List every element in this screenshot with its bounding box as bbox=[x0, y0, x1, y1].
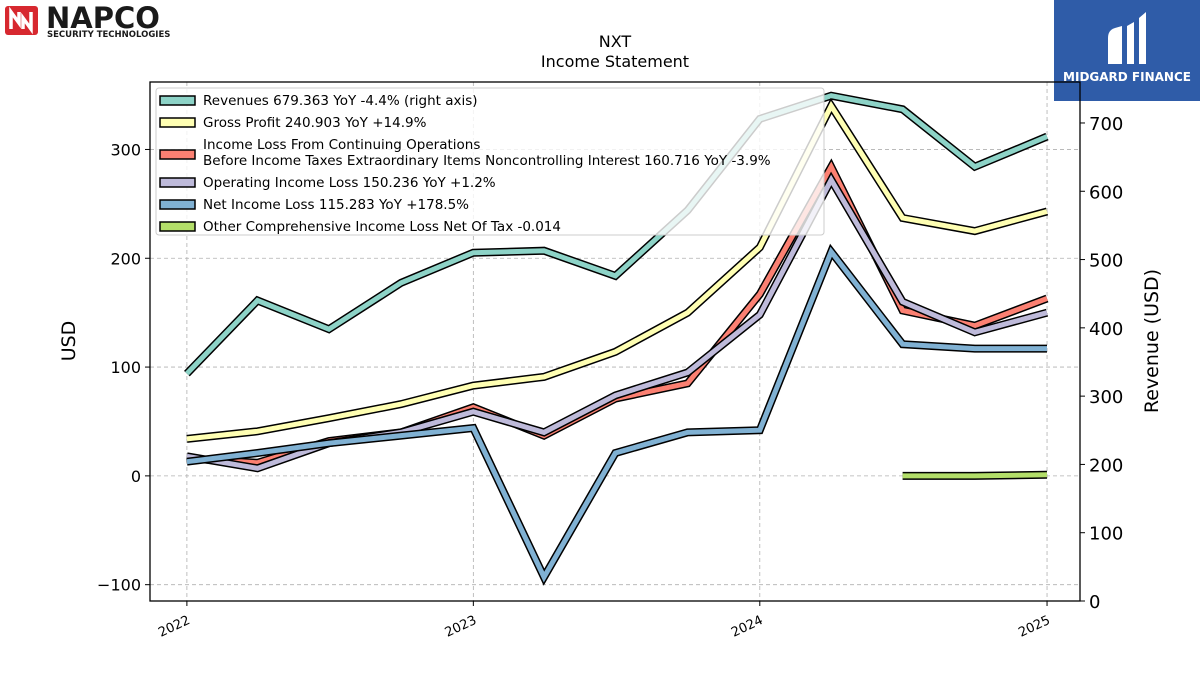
series-line-6 bbox=[902, 470, 1048, 480]
legend-label: Income Loss From Continuing Operations bbox=[203, 137, 480, 153]
legend-box bbox=[155, 87, 825, 236]
legend-item-5: Net Income Loss 115.283 YoY +178.5% bbox=[159, 197, 469, 213]
x-tick-label: 2025 bbox=[1016, 613, 1052, 641]
napco-logo-name: NAPCO bbox=[46, 1, 160, 35]
legend: Revenues 679.363 YoY -4.4% (right axis) G… bbox=[155, 87, 825, 236]
series-line-1 bbox=[184, 91, 1049, 377]
y-tick-label: 300 bbox=[110, 140, 141, 159]
legend-swatch bbox=[159, 199, 196, 210]
y-axis-label: USD bbox=[58, 321, 80, 362]
series-line-5 bbox=[186, 243, 1047, 586]
x-tick-label: 2023 bbox=[443, 613, 479, 641]
legend-swatch bbox=[159, 117, 196, 128]
legend-label: Operating Income Loss 150.236 YoY +1.2% bbox=[203, 175, 496, 191]
y-axis-right-label: Revenue (USD) bbox=[1141, 269, 1163, 413]
y-right-tick-label: 500 bbox=[1089, 251, 1123, 272]
legend-item-6: Other Comprehensive Income Loss Net Of T… bbox=[159, 219, 561, 235]
left-axis: −100 0 100 200 300 bbox=[97, 140, 150, 595]
legend-swatch bbox=[159, 149, 196, 160]
plot-frame bbox=[149, 81, 1081, 602]
y-tick-label: 100 bbox=[110, 358, 141, 377]
y-right-tick-label: 0 bbox=[1089, 592, 1100, 613]
chart-title: NXT bbox=[599, 32, 632, 51]
y-right-tick-label: 200 bbox=[1089, 455, 1123, 476]
legend-label: Before Income Taxes Extraordinary Items … bbox=[203, 153, 771, 169]
midgard-logo-name: MIDGARD FINANCE bbox=[1063, 70, 1191, 84]
legend-label: Revenues 679.363 YoY -4.4% (right axis) bbox=[203, 93, 478, 109]
legend-label: Gross Profit 240.903 YoY +14.9% bbox=[203, 115, 427, 131]
y-right-tick-label: 100 bbox=[1089, 524, 1123, 545]
series-line-2 bbox=[186, 97, 1049, 443]
y-right-tick-label: 300 bbox=[1089, 387, 1123, 408]
chart-subtitle: Income Statement bbox=[541, 52, 689, 71]
y-tick-label: −100 bbox=[97, 576, 141, 595]
legend-swatch bbox=[159, 177, 196, 188]
series-layer bbox=[184, 91, 1049, 586]
x-axis: 2022 2023 2024 2025 bbox=[156, 601, 1053, 641]
legend-item-3: Income Loss From Continuing OperationsBe… bbox=[159, 137, 771, 169]
x-tick-label: 2024 bbox=[729, 613, 765, 641]
x-tick-label: 2022 bbox=[156, 613, 192, 641]
legend-swatch bbox=[159, 221, 196, 232]
legend-item-4: Operating Income Loss 150.236 YoY +1.2% bbox=[159, 175, 496, 191]
y-right-tick-label: 700 bbox=[1089, 114, 1123, 135]
legend-item-1: Revenues 679.363 YoY -4.4% (right axis) bbox=[159, 93, 478, 109]
right-axis: 0 100 200 300 400 500 600 700 bbox=[1080, 114, 1123, 613]
legend-swatch bbox=[159, 95, 196, 106]
napco-logo-tagline: SECURITY TECHNOLOGIES bbox=[47, 30, 170, 40]
y-right-tick-label: 600 bbox=[1089, 182, 1123, 203]
legend-label: Other Comprehensive Income Loss Net Of T… bbox=[203, 219, 561, 235]
legend-item-2: Gross Profit 240.903 YoY +14.9% bbox=[159, 115, 427, 131]
y-tick-label: 0 bbox=[131, 467, 141, 486]
napco-logo: NAPCO SECURITY TECHNOLOGIES bbox=[5, 1, 170, 40]
y-tick-label: 200 bbox=[110, 249, 141, 268]
legend-label: Net Income Loss 115.283 YoY +178.5% bbox=[203, 197, 469, 213]
y-right-tick-label: 400 bbox=[1089, 319, 1123, 340]
midgard-finance-logo: MIDGARD FINANCE bbox=[1054, 0, 1200, 101]
midgard-logo-icon bbox=[1108, 12, 1146, 64]
